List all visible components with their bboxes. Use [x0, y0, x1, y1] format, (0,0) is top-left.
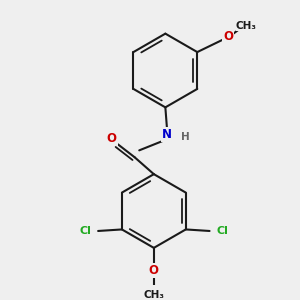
Text: N: N [162, 128, 172, 141]
Text: Cl: Cl [79, 226, 91, 236]
Text: H: H [181, 131, 190, 142]
Text: O: O [149, 264, 159, 278]
Text: Cl: Cl [217, 226, 229, 236]
Text: O: O [223, 30, 233, 43]
Text: O: O [106, 132, 117, 145]
Text: CH₃: CH₃ [236, 21, 257, 31]
Text: CH₃: CH₃ [143, 290, 164, 300]
